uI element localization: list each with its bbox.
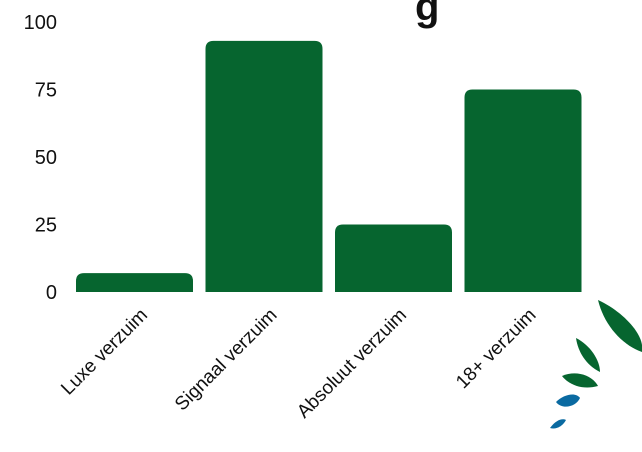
bar-signaal-verzuim [205, 40, 323, 293]
x-category-label: Luxe verzuim [57, 305, 152, 400]
bar-18-verzuim [464, 89, 582, 292]
x-category-label: Absoluut verzuim [293, 305, 411, 423]
y-axis-tick-labels: 0 25 50 75 100 [24, 12, 57, 304]
y-tick-label: 50 [35, 147, 57, 169]
x-axis-category-labels: Luxe verzuim Signaal verzuim Absoluut verz… [57, 305, 540, 423]
bar-absoluut-verzuim [335, 224, 452, 292]
x-category-label: 18+ verzuim [452, 305, 540, 393]
y-tick-label: 75 [35, 80, 57, 102]
chart-title: g [415, 0, 439, 29]
leaf-logo-icon [550, 300, 642, 429]
x-category-label: Signaal verzuim [171, 305, 281, 415]
bar-luxe-verzuim [76, 273, 193, 292]
y-tick-label: 0 [46, 282, 57, 304]
bars [76, 40, 582, 293]
y-tick-label: 100 [24, 12, 57, 34]
y-tick-label: 25 [35, 215, 57, 237]
